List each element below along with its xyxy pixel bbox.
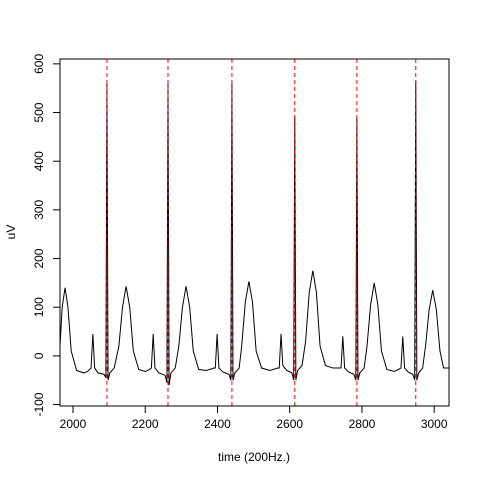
y-tick-label: 600 [32, 54, 46, 74]
y-axis-label: uV [4, 225, 18, 240]
x-tick-label: 2600 [276, 417, 303, 431]
plot-frame [59, 58, 450, 407]
y-tick-label: 400 [32, 151, 46, 171]
y-tick-label: 200 [32, 248, 46, 268]
x-tick-label: 2800 [349, 417, 376, 431]
y-tick-label: 100 [32, 297, 46, 317]
y-tick-label: 300 [32, 200, 46, 220]
signal-line [59, 80, 449, 386]
x-tick-label: 3000 [421, 417, 448, 431]
y-tick-label: -100 [32, 392, 46, 416]
y-tick-label: 0 [32, 352, 46, 359]
x-tick-label: 2200 [132, 417, 159, 431]
x-tick-label: 2400 [204, 417, 231, 431]
x-tick-label: 2000 [60, 417, 87, 431]
x-axis-label: time (200Hz.) [218, 450, 290, 464]
y-tick-label: 500 [32, 102, 46, 122]
